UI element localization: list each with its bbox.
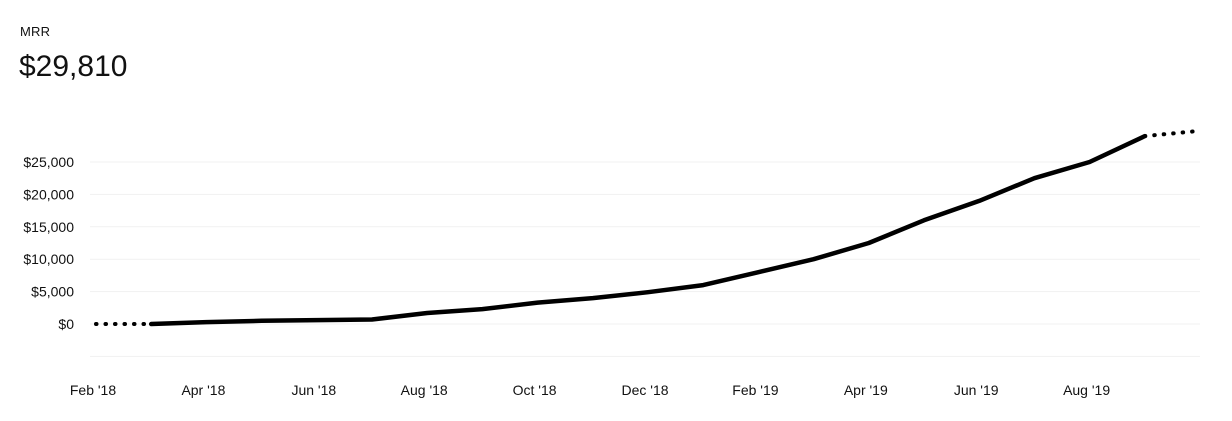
metric-value: $29,810: [19, 50, 128, 83]
metric-label: MRR: [20, 24, 51, 39]
y-tick-label: $20,000: [23, 186, 74, 202]
x-axis: Feb '18 Apr '18 Jun '18 Aug '18 Oct '18 Dec '…: [70, 382, 1110, 398]
y-axis: $0 $5,000 $10,000 $15,000 $20,000 $25,000: [23, 154, 74, 332]
x-tick-label: Apr '18: [181, 382, 225, 398]
x-tick-label: Aug '19: [1063, 382, 1110, 398]
y-tick-label: $10,000: [23, 251, 74, 267]
y-tick-label: $0: [58, 316, 74, 332]
x-tick-label: Jun '18: [291, 382, 336, 398]
y-tick-label: $15,000: [23, 219, 74, 235]
series-line-partial-end: [1142, 128, 1202, 139]
x-tick-label: Feb '19: [732, 382, 778, 398]
series-lines: [94, 128, 1202, 327]
x-tick-label: Oct '18: [513, 382, 557, 398]
x-tick-label: Apr '19: [844, 382, 888, 398]
gridlines: [90, 161, 1200, 357]
x-tick-label: Aug '18: [401, 382, 448, 398]
x-tick-label: Dec '18: [621, 382, 668, 398]
x-tick-label: Feb '18: [70, 382, 116, 398]
y-tick-label: $5,000: [31, 284, 74, 300]
series-line: [148, 133, 1148, 327]
y-tick-label: $25,000: [23, 154, 74, 170]
x-tick-label: Jun '19: [954, 382, 999, 398]
